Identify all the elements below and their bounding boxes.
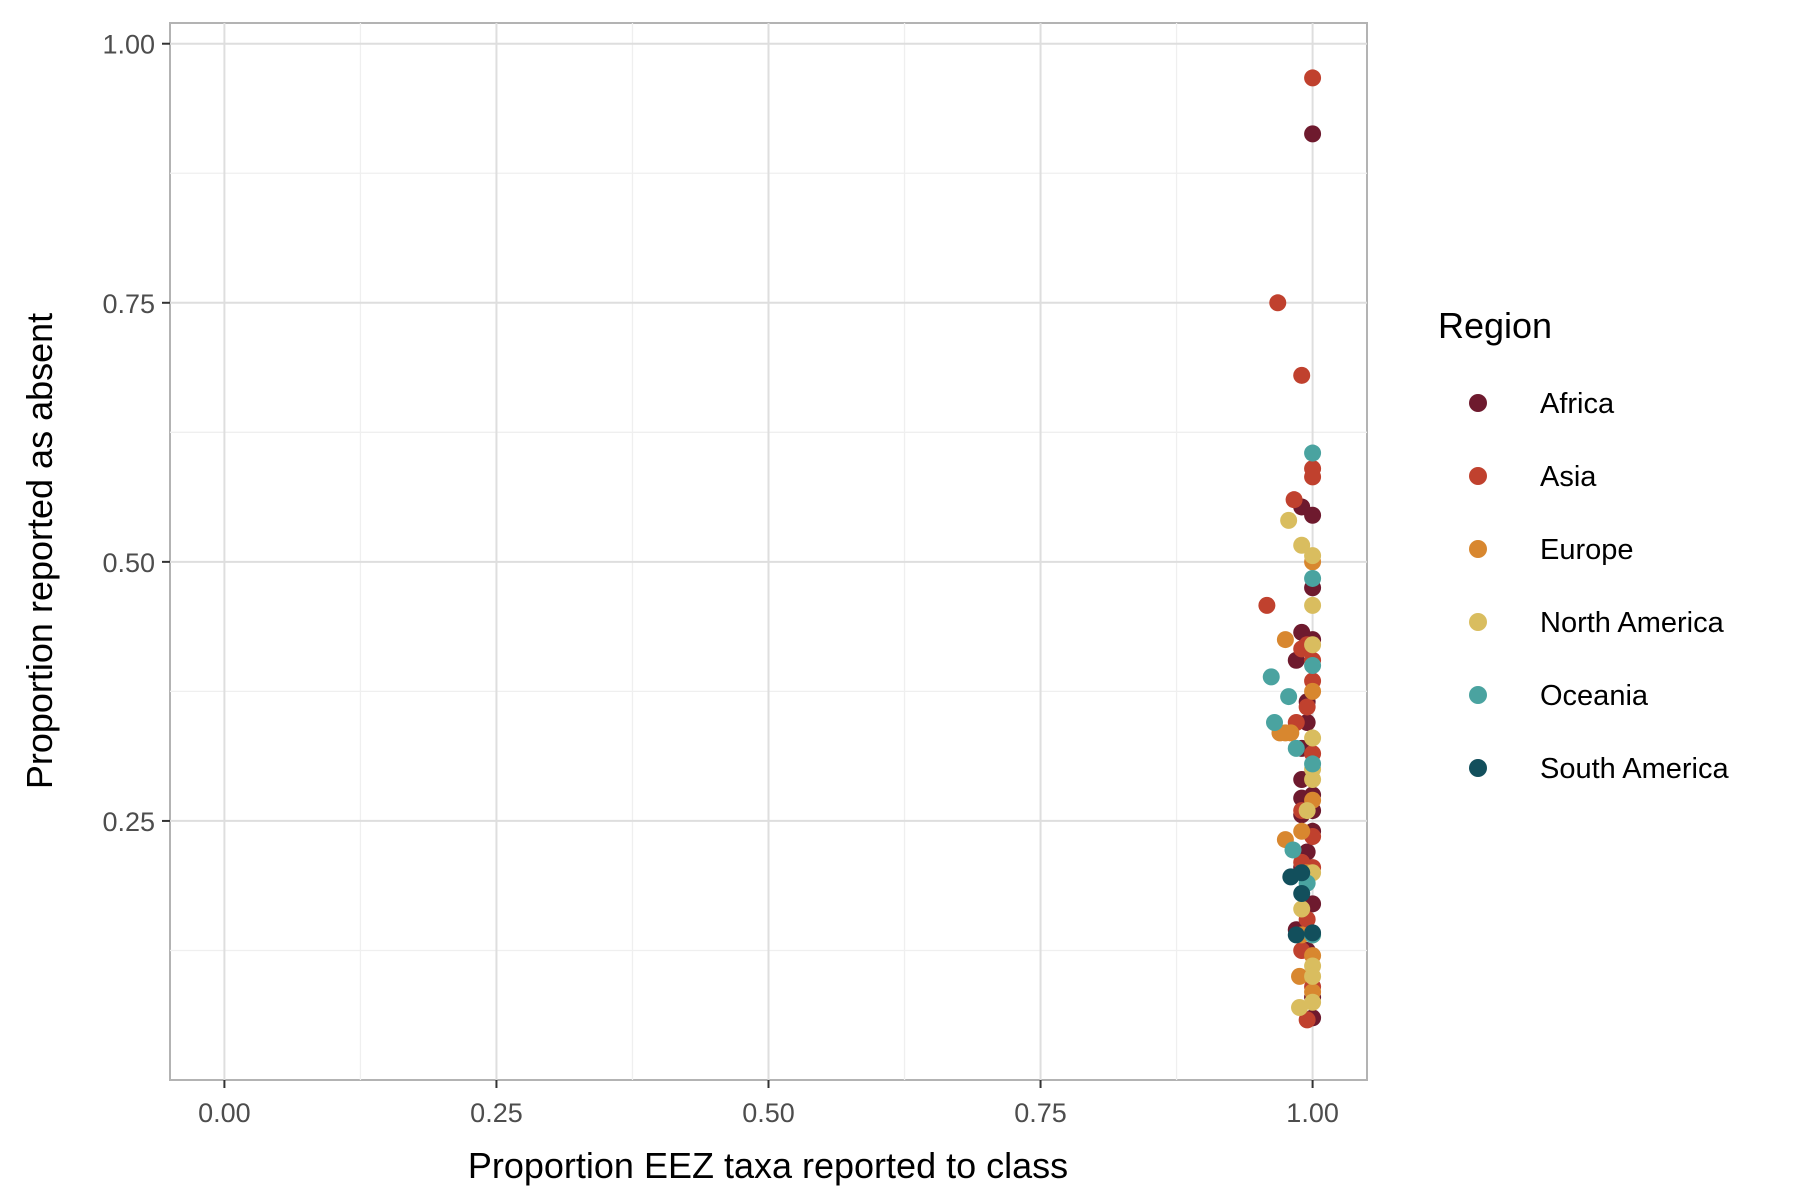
point-africa (1304, 506, 1322, 524)
y-tick-label: 0.25 (102, 807, 155, 837)
point-oceania (1304, 755, 1322, 773)
point-oceania (1304, 444, 1322, 462)
y-tick-label: 0.50 (102, 548, 155, 578)
legend-label-africa: Africa (1540, 388, 1615, 420)
legend-label-asia: Asia (1540, 461, 1597, 493)
point-asia (1293, 366, 1311, 384)
point-north-america (1304, 596, 1322, 614)
legend-key-oceania (1469, 686, 1487, 704)
legend-key-africa (1469, 394, 1487, 412)
point-europe (1276, 724, 1294, 742)
point-africa (1304, 125, 1322, 143)
x-tick-label: 0.25 (470, 1098, 523, 1128)
legend-label-south-america: South America (1540, 753, 1729, 785)
point-oceania (1266, 713, 1284, 731)
x-tick-label: 0.50 (742, 1098, 795, 1128)
point-north-america (1304, 770, 1322, 788)
point-europe (1304, 682, 1322, 700)
legend: Region Africa Asia Europe North America Ocea… (1438, 305, 1729, 785)
point-north-america (1293, 900, 1311, 918)
point-south-america (1293, 864, 1311, 882)
point-south-america (1293, 884, 1311, 902)
legend-key-north-america (1469, 613, 1487, 631)
legend-label-europe: Europe (1540, 534, 1634, 566)
x-axis-title: Proportion EEZ taxa reported to class (468, 1145, 1068, 1186)
point-asia (1304, 69, 1322, 87)
grid-lines (170, 23, 1367, 1080)
point-north-america (1291, 998, 1309, 1016)
x-tick-label: 0.75 (1014, 1098, 1067, 1128)
y-axis-ticks: 0.25 0.50 0.75 1.00 (102, 30, 170, 837)
point-oceania (1262, 668, 1280, 686)
point-oceania (1304, 569, 1322, 587)
legend-title: Region (1438, 305, 1552, 346)
point-oceania (1284, 841, 1302, 859)
point-north-america (1293, 536, 1311, 554)
point-asia (1258, 596, 1276, 614)
point-north-america (1298, 802, 1316, 820)
point-oceania (1280, 688, 1298, 706)
point-south-america (1304, 924, 1322, 942)
point-oceania (1304, 656, 1322, 674)
legend-key-asia (1469, 467, 1487, 485)
legend-label-north-america: North America (1540, 607, 1725, 639)
legend-key-south-america (1469, 759, 1487, 777)
point-europe (1291, 967, 1309, 985)
y-tick-label: 0.75 (102, 289, 155, 319)
point-north-america (1304, 967, 1322, 985)
point-asia (1298, 698, 1316, 716)
point-europe (1293, 822, 1311, 840)
data-points (1258, 69, 1322, 1029)
y-axis-title: Proportion reported as absent (19, 313, 60, 789)
point-north-america (1280, 511, 1298, 529)
point-oceania (1287, 739, 1305, 757)
legend-key-europe (1469, 540, 1487, 558)
point-asia (1298, 1011, 1316, 1029)
point-north-america (1304, 547, 1322, 565)
legend-label-oceania: Oceania (1540, 680, 1649, 712)
point-asia (1269, 294, 1287, 312)
point-asia (1304, 468, 1322, 486)
x-tick-label: 0.00 (198, 1098, 251, 1128)
point-north-america (1304, 729, 1322, 747)
point-europe (1276, 631, 1294, 649)
point-north-america (1304, 993, 1322, 1011)
point-south-america (1287, 926, 1305, 944)
x-axis-ticks: 0.00 0.25 0.50 0.75 1.00 (198, 1080, 1339, 1128)
y-tick-label: 1.00 (102, 30, 155, 60)
point-north-america (1304, 636, 1322, 654)
x-tick-label: 1.00 (1286, 1098, 1339, 1128)
point-asia (1285, 491, 1303, 509)
